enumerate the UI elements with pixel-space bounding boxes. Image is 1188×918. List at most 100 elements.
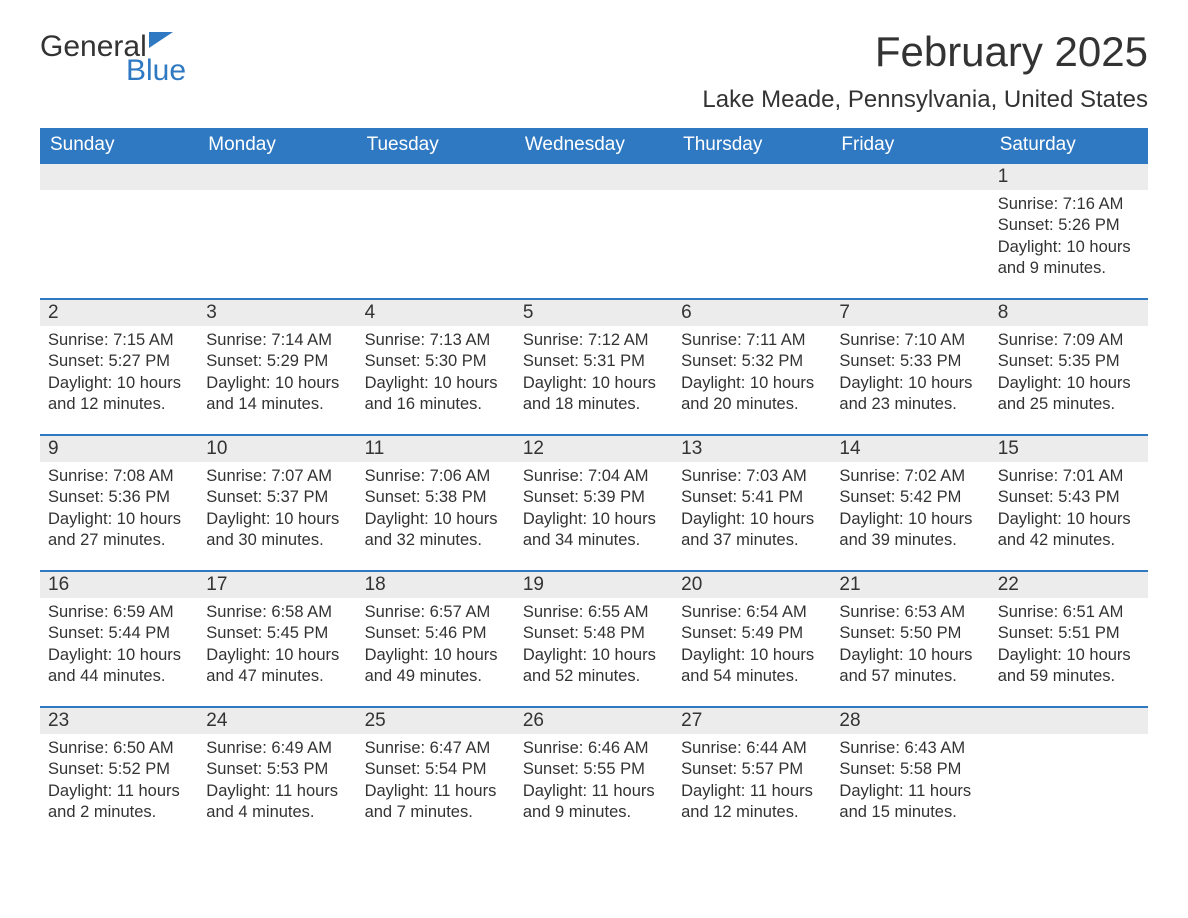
sunset-line: Sunset: 5:58 PM xyxy=(839,759,981,780)
day-cell: 12Sunrise: 7:04 AMSunset: 5:39 PMDayligh… xyxy=(515,434,673,570)
header: General Blue February 2025 Lake Meade, P… xyxy=(40,28,1148,114)
sunset-line: Sunset: 5:50 PM xyxy=(839,623,981,644)
day-content: Sunrise: 7:07 AMSunset: 5:37 PMDaylight:… xyxy=(198,462,356,562)
page-title: February 2025 xyxy=(702,28,1148,76)
day-number: 4 xyxy=(357,298,515,326)
daylight-line: Daylight: 10 hours and 27 minutes. xyxy=(48,509,190,552)
day-cell: 16Sunrise: 6:59 AMSunset: 5:44 PMDayligh… xyxy=(40,570,198,706)
sunrise-line: Sunrise: 6:44 AM xyxy=(681,738,823,759)
sunrise-line: Sunrise: 6:49 AM xyxy=(206,738,348,759)
location: Lake Meade, Pennsylvania, United States xyxy=(702,86,1148,114)
day-number: 16 xyxy=(40,570,198,598)
sunset-line: Sunset: 5:32 PM xyxy=(681,351,823,372)
day-content: Sunrise: 7:06 AMSunset: 5:38 PMDaylight:… xyxy=(357,462,515,562)
day-content xyxy=(515,190,673,204)
day-number: 5 xyxy=(515,298,673,326)
day-number xyxy=(40,162,198,190)
day-number xyxy=(198,162,356,190)
sunset-line: Sunset: 5:46 PM xyxy=(365,623,507,644)
sunrise-line: Sunrise: 6:57 AM xyxy=(365,602,507,623)
day-content: Sunrise: 6:55 AMSunset: 5:48 PMDaylight:… xyxy=(515,598,673,698)
sunset-line: Sunset: 5:30 PM xyxy=(365,351,507,372)
sunrise-line: Sunrise: 6:50 AM xyxy=(48,738,190,759)
day-content: Sunrise: 7:02 AMSunset: 5:42 PMDaylight:… xyxy=(831,462,989,562)
day-number: 11 xyxy=(357,434,515,462)
day-header-row: SundayMondayTuesdayWednesdayThursdayFrid… xyxy=(40,128,1148,162)
sunrise-line: Sunrise: 6:43 AM xyxy=(839,738,981,759)
day-content: Sunrise: 7:13 AMSunset: 5:30 PMDaylight:… xyxy=(357,326,515,426)
sunrise-line: Sunrise: 6:54 AM xyxy=(681,602,823,623)
day-number: 17 xyxy=(198,570,356,598)
day-number: 12 xyxy=(515,434,673,462)
sunset-line: Sunset: 5:45 PM xyxy=(206,623,348,644)
daylight-line: Daylight: 11 hours and 2 minutes. xyxy=(48,781,190,824)
sunrise-line: Sunrise: 6:51 AM xyxy=(998,602,1140,623)
day-number: 20 xyxy=(673,570,831,598)
sunrise-line: Sunrise: 7:16 AM xyxy=(998,194,1140,215)
day-number: 19 xyxy=(515,570,673,598)
daylight-line: Daylight: 10 hours and 25 minutes. xyxy=(998,373,1140,416)
sunrise-line: Sunrise: 7:14 AM xyxy=(206,330,348,351)
daylight-line: Daylight: 11 hours and 9 minutes. xyxy=(523,781,665,824)
day-cell: 28 Sunrise: 6:43 AMSunset: 5:58 PMDayligh… xyxy=(831,706,989,842)
day-number xyxy=(357,162,515,190)
day-number: 8 xyxy=(990,298,1148,326)
day-content: Sunrise: 6:49 AMSunset: 5:53 PMDaylight:… xyxy=(198,734,356,834)
day-number: 2 xyxy=(40,298,198,326)
day-content xyxy=(40,190,198,204)
day-header: Wednesday xyxy=(515,128,673,162)
sunset-line: Sunset: 5:37 PM xyxy=(206,487,348,508)
day-cell: 4Sunrise: 7:13 AMSunset: 5:30 PMDaylight… xyxy=(357,298,515,434)
day-content: Sunrise: 6:54 AMSunset: 5:49 PMDaylight:… xyxy=(673,598,831,698)
day-cell: 2Sunrise: 7:15 AMSunset: 5:27 PMDaylight… xyxy=(40,298,198,434)
day-number: 15 xyxy=(990,434,1148,462)
day-number: 27 xyxy=(673,706,831,734)
day-cell: 10Sunrise: 7:07 AMSunset: 5:37 PMDayligh… xyxy=(198,434,356,570)
week-row: 16Sunrise: 6:59 AMSunset: 5:44 PMDayligh… xyxy=(40,570,1148,706)
daylight-line: Daylight: 10 hours and 34 minutes. xyxy=(523,509,665,552)
day-header: Saturday xyxy=(990,128,1148,162)
day-content: Sunrise: 7:08 AMSunset: 5:36 PMDaylight:… xyxy=(40,462,198,562)
day-cell: 23Sunrise: 6:50 AMSunset: 5:52 PMDayligh… xyxy=(40,706,198,842)
sunset-line: Sunset: 5:51 PM xyxy=(998,623,1140,644)
daylight-line: Daylight: 11 hours and 4 minutes. xyxy=(206,781,348,824)
day-content: Sunrise: 6:58 AMSunset: 5:45 PMDaylight:… xyxy=(198,598,356,698)
sunset-line: Sunset: 5:52 PM xyxy=(48,759,190,780)
daylight-line: Daylight: 10 hours and 14 minutes. xyxy=(206,373,348,416)
day-cell: 19Sunrise: 6:55 AMSunset: 5:48 PMDayligh… xyxy=(515,570,673,706)
daylight-line: Daylight: 11 hours and 15 minutes. xyxy=(839,781,981,824)
day-cell: 8Sunrise: 7:09 AMSunset: 5:35 PMDaylight… xyxy=(990,298,1148,434)
sunset-line: Sunset: 5:43 PM xyxy=(998,487,1140,508)
sunset-line: Sunset: 5:39 PM xyxy=(523,487,665,508)
title-block: February 2025 Lake Meade, Pennsylvania, … xyxy=(702,28,1148,114)
sunset-line: Sunset: 5:29 PM xyxy=(206,351,348,372)
sunrise-line: Sunrise: 7:08 AM xyxy=(48,466,190,487)
day-content: Sunrise: 7:01 AMSunset: 5:43 PMDaylight:… xyxy=(990,462,1148,562)
sunset-line: Sunset: 5:55 PM xyxy=(523,759,665,780)
day-cell xyxy=(831,162,989,298)
sunset-line: Sunset: 5:27 PM xyxy=(48,351,190,372)
calendar-table: SundayMondayTuesdayWednesdayThursdayFrid… xyxy=(40,128,1148,842)
day-header: Monday xyxy=(198,128,356,162)
day-number xyxy=(990,706,1148,734)
day-content: Sunrise: 6:47 AMSunset: 5:54 PMDaylight:… xyxy=(357,734,515,834)
day-number: 28 xyxy=(831,706,989,734)
sunrise-line: Sunrise: 6:59 AM xyxy=(48,602,190,623)
day-number: 18 xyxy=(357,570,515,598)
day-number: 14 xyxy=(831,434,989,462)
day-cell xyxy=(673,162,831,298)
day-content xyxy=(990,734,1148,748)
sunrise-line: Sunrise: 7:11 AM xyxy=(681,330,823,351)
day-header: Thursday xyxy=(673,128,831,162)
sunset-line: Sunset: 5:57 PM xyxy=(681,759,823,780)
sunrise-line: Sunrise: 7:15 AM xyxy=(48,330,190,351)
day-header: Sunday xyxy=(40,128,198,162)
sunset-line: Sunset: 5:26 PM xyxy=(998,215,1140,236)
sunset-line: Sunset: 5:44 PM xyxy=(48,623,190,644)
day-content: Sunrise: 7:12 AMSunset: 5:31 PMDaylight:… xyxy=(515,326,673,426)
daylight-line: Daylight: 10 hours and 20 minutes. xyxy=(681,373,823,416)
day-content: Sunrise: 6:59 AMSunset: 5:44 PMDaylight:… xyxy=(40,598,198,698)
sunrise-line: Sunrise: 6:55 AM xyxy=(523,602,665,623)
day-content: Sunrise: 7:11 AMSunset: 5:32 PMDaylight:… xyxy=(673,326,831,426)
day-cell: 1Sunrise: 7:16 AMSunset: 5:26 PMDaylight… xyxy=(990,162,1148,298)
